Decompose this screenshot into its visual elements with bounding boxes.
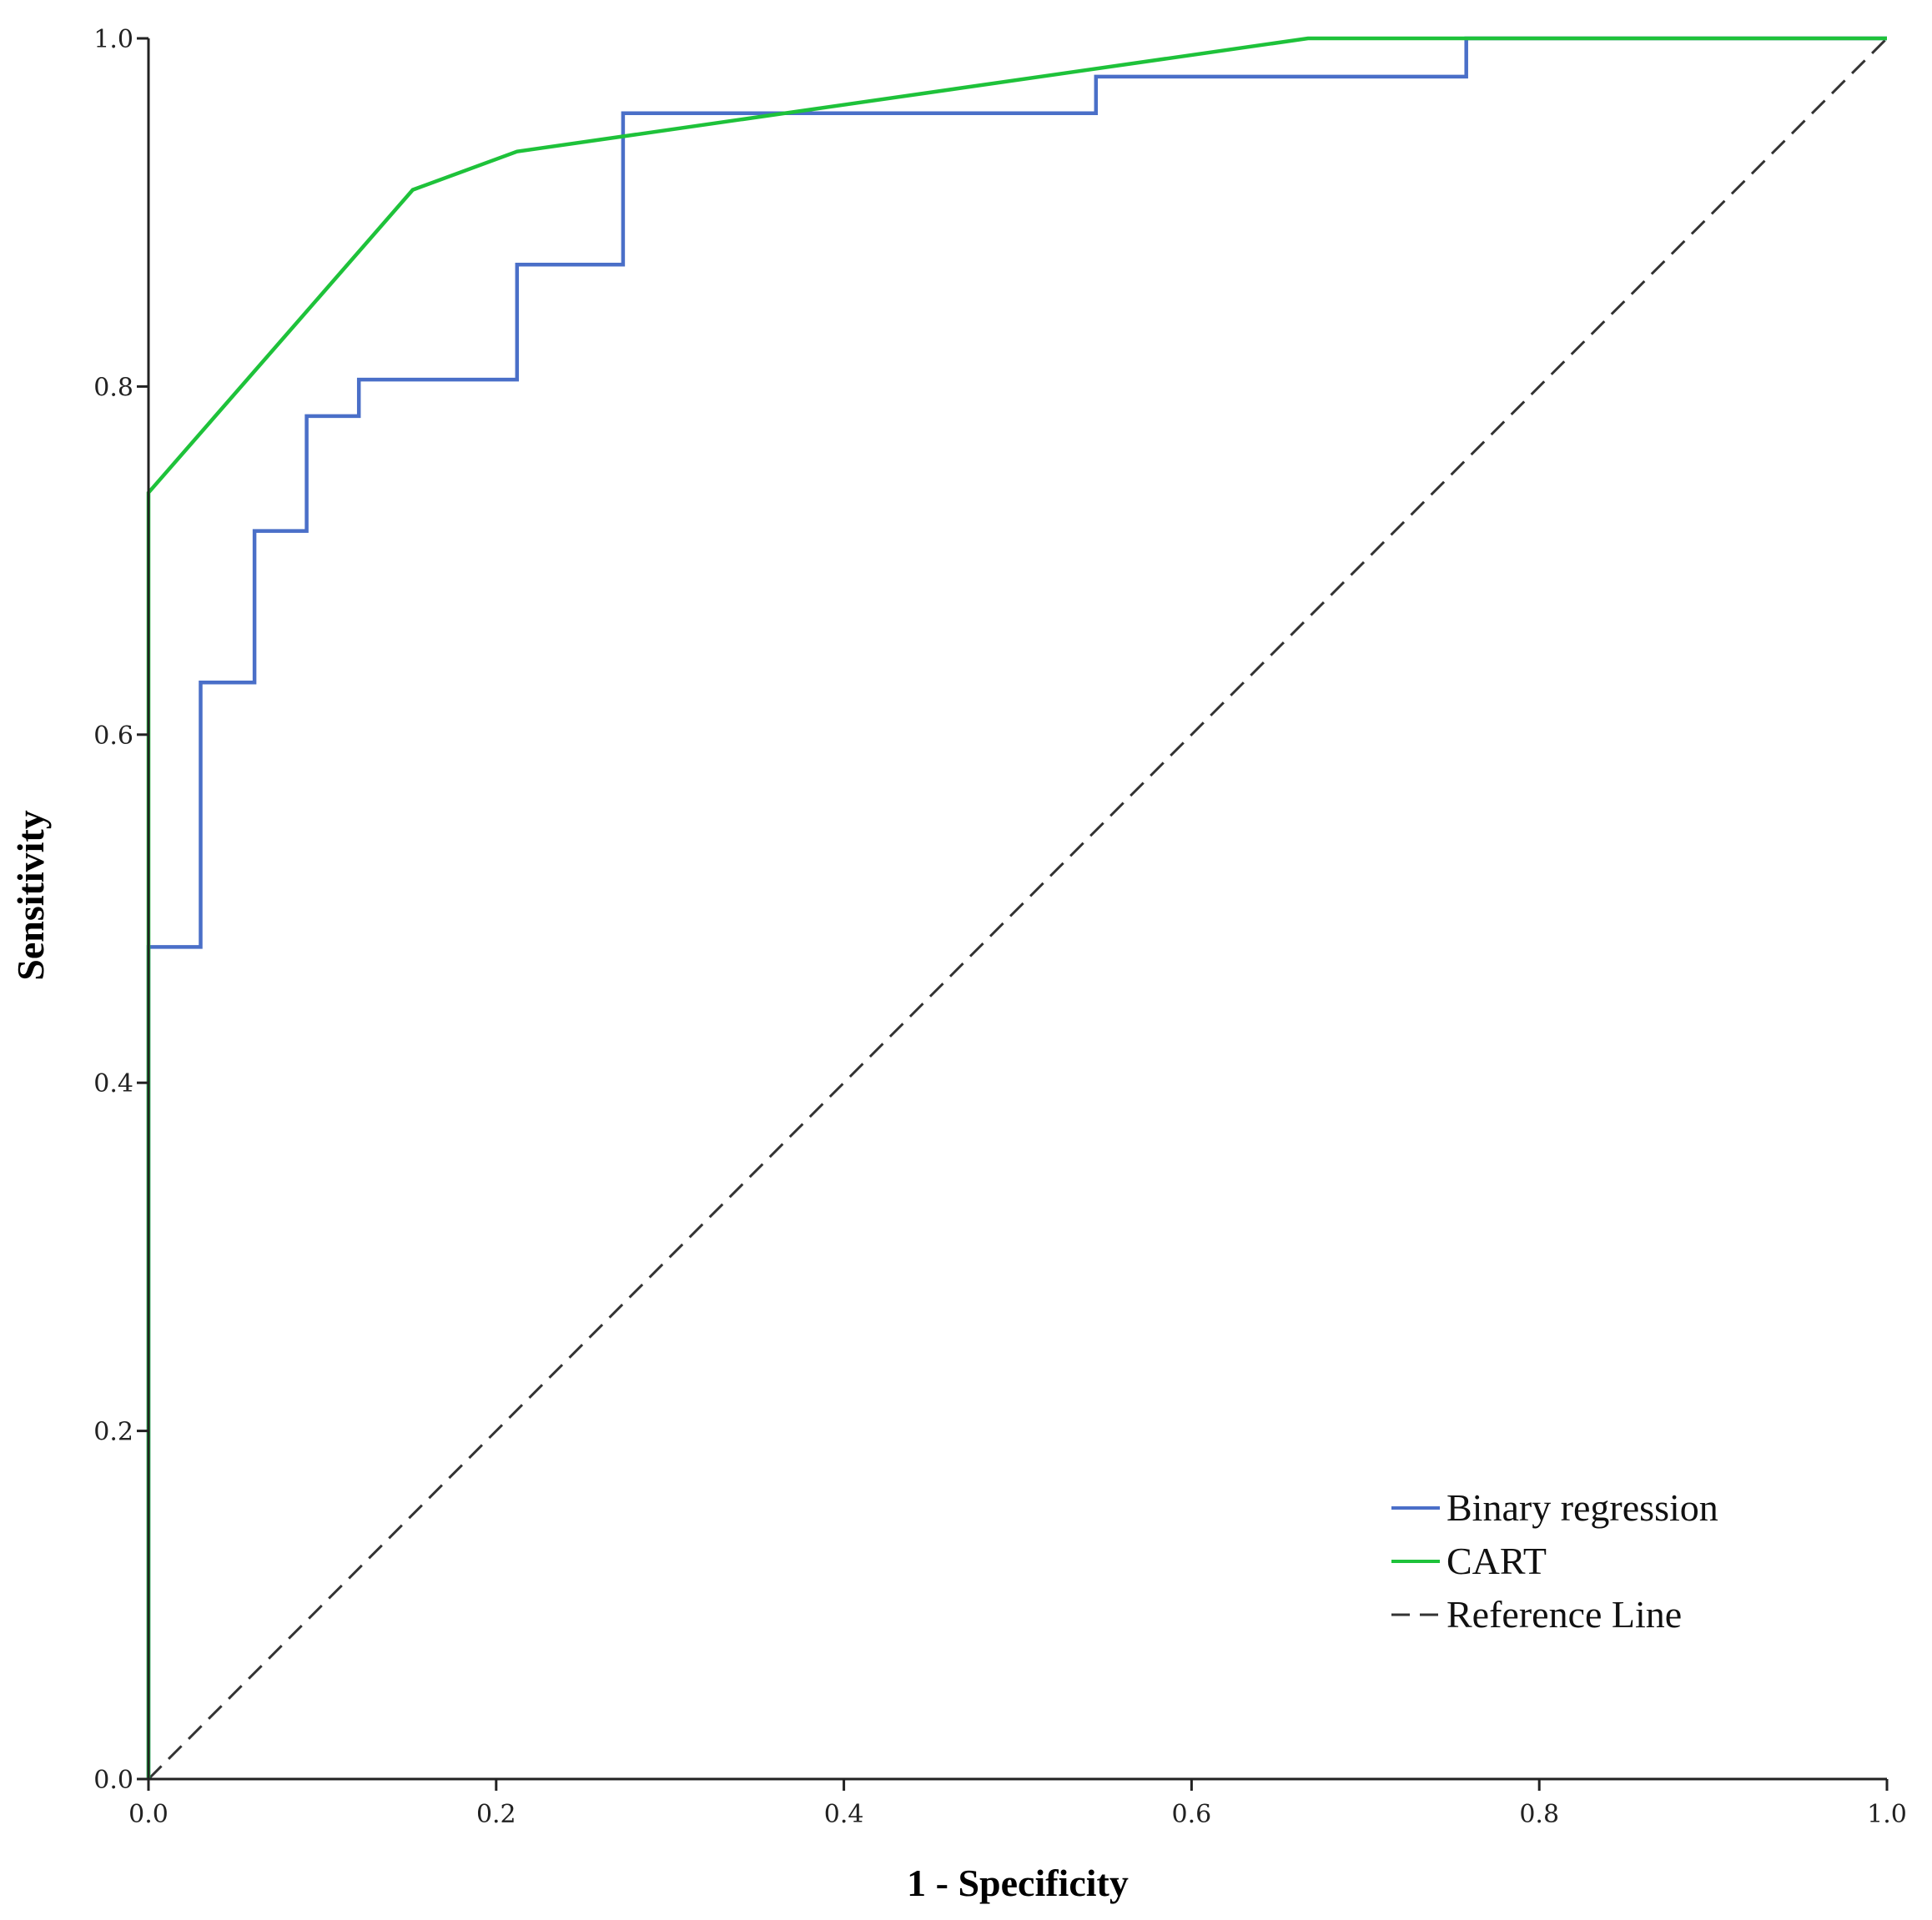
y-tick-label: 0.0 xyxy=(93,1766,133,1795)
y-tick-label: 1.0 xyxy=(93,25,133,54)
legend-label-cart: CART xyxy=(1446,1540,1547,1582)
series-reference-line xyxy=(147,37,1889,1781)
y-tick-label: 0.6 xyxy=(93,721,133,751)
legend-item-cart: CART xyxy=(1391,1540,1547,1582)
y-axis-title: Sensitivity xyxy=(9,810,52,980)
axes: 0.0 0.2 0.4 0.6 0.8 1.0 0.0 0.2 0.4 0.6 0.8 1.0 1 … xyxy=(9,25,1907,1904)
x-tick-label: 0.6 xyxy=(1172,1800,1212,1829)
x-tick-label: 1.0 xyxy=(1867,1800,1907,1829)
series-binary-regression xyxy=(146,36,1887,1779)
legend-label-reference-line: Reference Line xyxy=(1446,1593,1682,1636)
legend-item-binary-regression: Binary regression xyxy=(1391,1486,1718,1529)
x-tick-label: 0.4 xyxy=(824,1800,864,1829)
y-tick-label: 0.8 xyxy=(93,373,133,402)
x-tick-label: 0.2 xyxy=(476,1800,516,1829)
x-axis-ticks: 0.0 0.2 0.4 0.6 0.8 1.0 xyxy=(128,1779,1907,1829)
legend: Binary regression CART Reference Line xyxy=(1391,1486,1718,1636)
y-axis-ticks: 0.0 0.2 0.4 0.6 0.8 1.0 xyxy=(93,25,148,1795)
legend-label-binary-regression: Binary regression xyxy=(1446,1486,1718,1529)
x-tick-label: 0.0 xyxy=(128,1800,169,1829)
legend-item-reference-line: Reference Line xyxy=(1391,1593,1682,1636)
x-tick-label: 0.8 xyxy=(1519,1800,1559,1829)
y-tick-label: 0.2 xyxy=(93,1418,133,1447)
x-axis-title: 1 - Specificity xyxy=(907,1862,1129,1904)
y-tick-label: 0.4 xyxy=(93,1069,133,1098)
